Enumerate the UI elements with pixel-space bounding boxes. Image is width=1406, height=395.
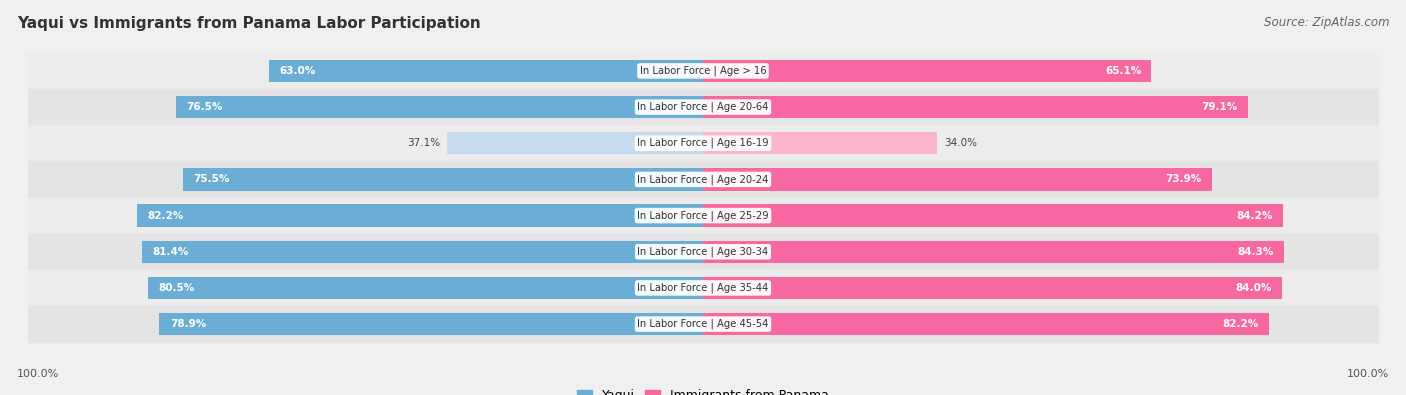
Bar xyxy=(28,125,1378,161)
Bar xyxy=(28,234,1378,270)
Text: Source: ZipAtlas.com: Source: ZipAtlas.com xyxy=(1264,16,1389,29)
Bar xyxy=(28,270,1378,306)
Text: 82.2%: 82.2% xyxy=(1223,319,1258,329)
Bar xyxy=(149,277,703,299)
Text: 63.0%: 63.0% xyxy=(280,66,315,76)
Text: In Labor Force | Age 20-64: In Labor Force | Age 20-64 xyxy=(637,102,769,112)
Bar xyxy=(142,241,703,263)
Bar xyxy=(28,198,1378,234)
Text: 84.3%: 84.3% xyxy=(1237,247,1274,257)
Bar xyxy=(28,306,1378,342)
Bar xyxy=(703,241,1284,263)
Text: 76.5%: 76.5% xyxy=(186,102,222,112)
Text: In Labor Force | Age 45-54: In Labor Force | Age 45-54 xyxy=(637,319,769,329)
Bar xyxy=(703,168,1212,191)
Bar xyxy=(447,132,703,154)
Bar xyxy=(703,313,1270,335)
Text: In Labor Force | Age 25-29: In Labor Force | Age 25-29 xyxy=(637,210,769,221)
Bar xyxy=(703,132,938,154)
Text: 75.5%: 75.5% xyxy=(193,175,229,184)
Legend: Yaqui, Immigrants from Panama: Yaqui, Immigrants from Panama xyxy=(572,384,834,395)
Text: 80.5%: 80.5% xyxy=(159,283,195,293)
Text: 82.2%: 82.2% xyxy=(148,211,183,220)
Text: In Labor Force | Age 20-24: In Labor Force | Age 20-24 xyxy=(637,174,769,185)
Bar xyxy=(703,96,1249,118)
Bar xyxy=(269,60,703,82)
Text: 34.0%: 34.0% xyxy=(945,138,977,148)
Bar xyxy=(28,161,1378,198)
Text: 81.4%: 81.4% xyxy=(152,247,188,257)
Bar xyxy=(28,89,1378,125)
Text: 84.2%: 84.2% xyxy=(1236,211,1272,220)
Text: 100.0%: 100.0% xyxy=(1347,369,1389,379)
Bar xyxy=(703,204,1284,227)
Text: 100.0%: 100.0% xyxy=(17,369,59,379)
Bar xyxy=(183,168,703,191)
Text: In Labor Force | Age > 16: In Labor Force | Age > 16 xyxy=(640,66,766,76)
Text: In Labor Force | Age 35-44: In Labor Force | Age 35-44 xyxy=(637,283,769,293)
Text: 65.1%: 65.1% xyxy=(1105,66,1142,76)
Text: 73.9%: 73.9% xyxy=(1166,175,1202,184)
Text: 84.0%: 84.0% xyxy=(1234,283,1271,293)
Bar xyxy=(28,53,1378,89)
Text: In Labor Force | Age 30-34: In Labor Force | Age 30-34 xyxy=(637,246,769,257)
Bar xyxy=(176,96,703,118)
Bar xyxy=(136,204,703,227)
Text: Yaqui vs Immigrants from Panama Labor Participation: Yaqui vs Immigrants from Panama Labor Pa… xyxy=(17,16,481,31)
Bar xyxy=(703,60,1152,82)
Text: 78.9%: 78.9% xyxy=(170,319,207,329)
Bar xyxy=(159,313,703,335)
Text: In Labor Force | Age 16-19: In Labor Force | Age 16-19 xyxy=(637,138,769,149)
Text: 37.1%: 37.1% xyxy=(408,138,440,148)
Bar xyxy=(703,277,1282,299)
Text: 79.1%: 79.1% xyxy=(1201,102,1237,112)
